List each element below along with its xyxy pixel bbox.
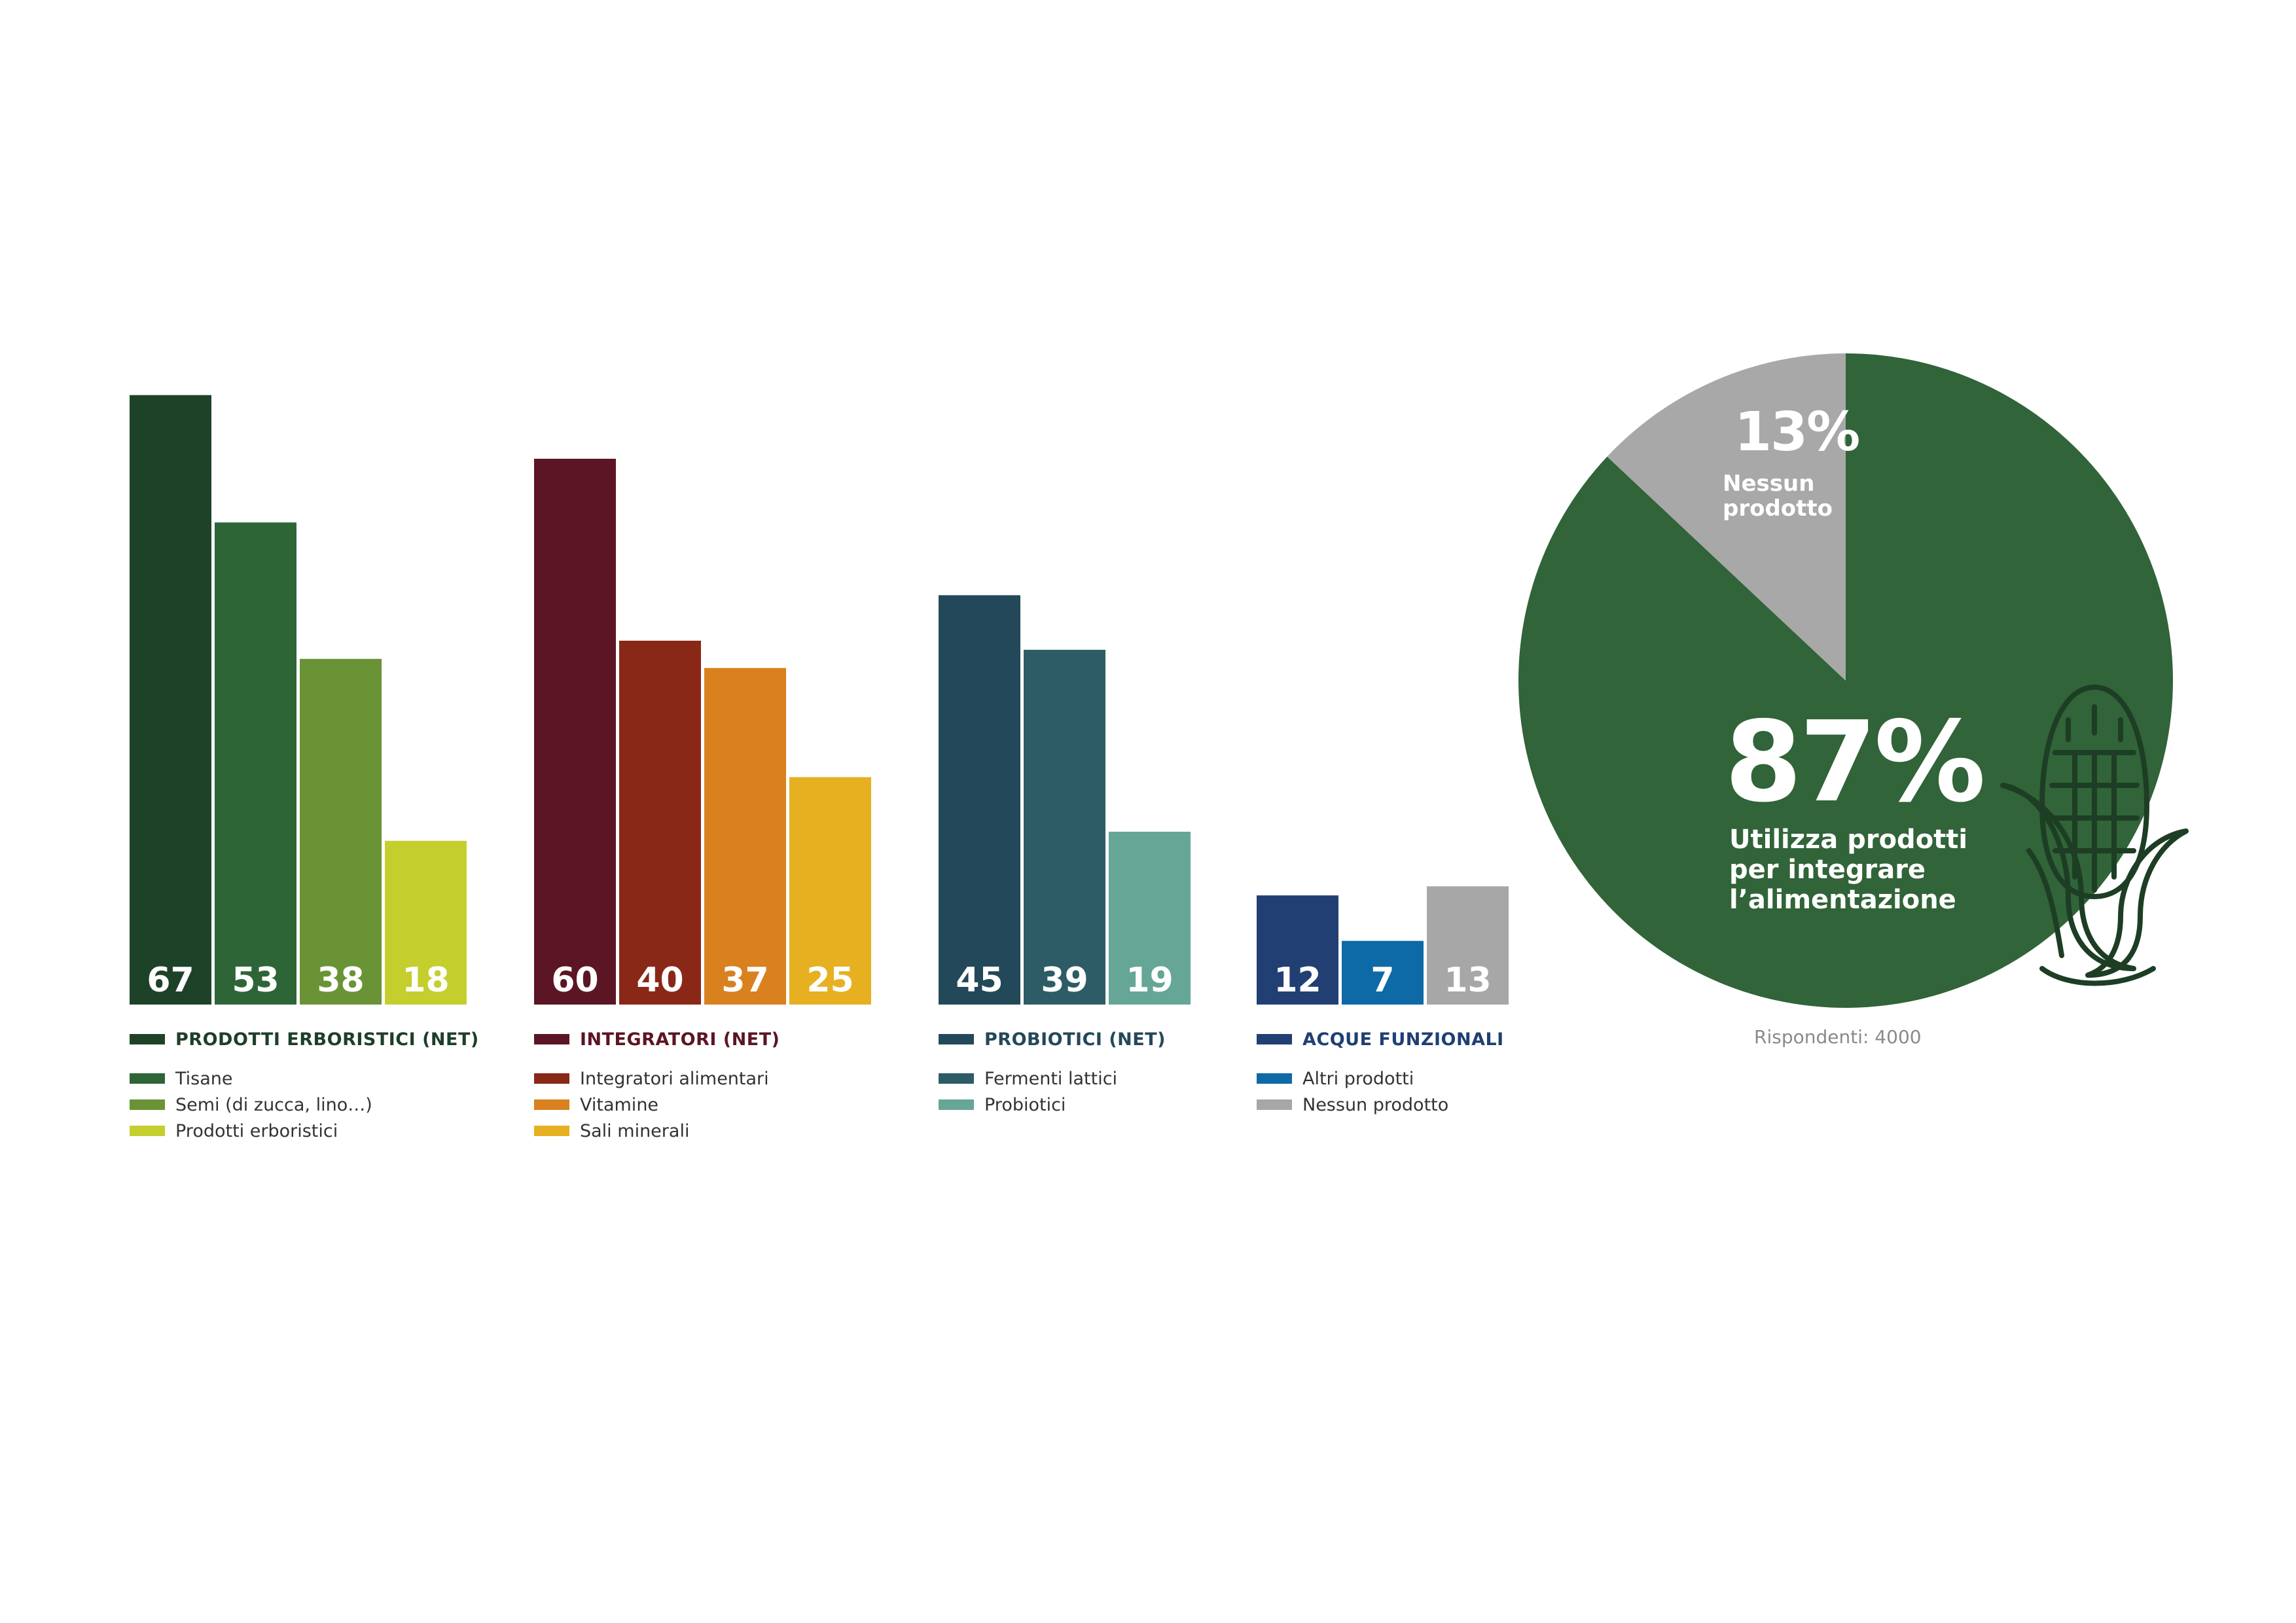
legend-swatch — [1257, 1099, 1292, 1110]
legend-heading: PROBIOTICI (NET) — [939, 1026, 1166, 1052]
bar-value-label: 13 — [1444, 961, 1491, 1000]
bar-value-label: 37 — [721, 961, 768, 1000]
legend-item: Semi (di zucca, lino…) — [130, 1092, 479, 1118]
bar-value-label: 60 — [551, 961, 598, 1000]
bar-value-label: 67 — [147, 961, 194, 1000]
bar — [1427, 886, 1509, 1005]
legend-group: ACQUE FUNZIONALI Altri prodotti Nessun pro… — [1257, 1026, 1504, 1118]
bar — [789, 777, 871, 1005]
legend-label: Altri prodotti — [1302, 1068, 1414, 1089]
legend-label: Semi (di zucca, lino…) — [175, 1094, 372, 1115]
legend-label: Nessun prodotto — [1302, 1094, 1449, 1115]
legend-swatch — [130, 1126, 165, 1136]
legend-group: INTEGRATORI (NET) Integratori alimentari V… — [534, 1026, 780, 1144]
bar — [1109, 831, 1191, 1005]
pie-slice — [1607, 353, 1846, 681]
legend-group: PRODOTTI ERBORISTICI (NET) Tisane Semi (di… — [130, 1026, 479, 1144]
legend-label: Fermenti lattici — [984, 1068, 1118, 1089]
bar — [1342, 940, 1424, 1005]
pie-major-percentage: 87% — [1725, 698, 1986, 827]
bar-value-label: 19 — [1126, 961, 1173, 1000]
legend-label: Probiotici — [984, 1094, 1066, 1115]
bar — [704, 668, 786, 1005]
bar — [385, 840, 467, 1005]
pie-minor-label: Nessun prodotto — [1723, 471, 1833, 522]
legend-group: PROBIOTICI (NET) Fermenti lattici Probioti… — [939, 1026, 1166, 1118]
bar — [130, 395, 211, 1005]
legend-heading: PRODOTTI ERBORISTICI (NET) — [130, 1026, 479, 1052]
bar-chart: 67 53 38 18 60 40 37 25 45 39 19 12 7 13 — [130, 395, 1509, 1005]
pie-major-label: Utilizza prodotti per integrare l’alimen… — [1729, 825, 1968, 915]
legend-item: Integratori alimentari — [534, 1065, 780, 1092]
bar-value-label: 38 — [317, 961, 364, 1000]
legend-swatch — [1257, 1073, 1292, 1084]
respondents-note: Rispondenti: 4000 — [1754, 1026, 1922, 1048]
pie-chart: 87% Utilizza prodotti per integrare l’al… — [1518, 353, 2179, 1014]
bar — [215, 522, 296, 1005]
legend-swatch — [534, 1034, 569, 1044]
legend-item: Probiotici — [939, 1092, 1166, 1118]
bar-value-label: 18 — [402, 961, 449, 1000]
legend-swatch — [939, 1073, 974, 1084]
legend-swatch — [130, 1034, 165, 1044]
legend-label: Integratori alimentari — [580, 1068, 769, 1089]
legend-label: Tisane — [175, 1068, 233, 1089]
bar-value-label: 7 — [1371, 961, 1394, 1000]
legend-swatch — [130, 1073, 165, 1084]
bar — [939, 595, 1020, 1005]
legend-swatch — [534, 1126, 569, 1136]
bar — [534, 459, 616, 1005]
legend-item: Tisane — [130, 1065, 479, 1092]
legend-swatch — [1257, 1034, 1292, 1044]
legend-item: Sali minerali — [534, 1118, 780, 1144]
bar-value-label: 39 — [1041, 961, 1088, 1000]
bar — [1024, 649, 1105, 1005]
legend-label: INTEGRATORI (NET) — [580, 1029, 780, 1050]
legend-swatch — [534, 1073, 569, 1084]
pie-minor-percentage: 13% — [1734, 401, 1860, 463]
bar-value-label: 25 — [806, 961, 853, 1000]
legend-label: ACQUE FUNZIONALI — [1302, 1029, 1504, 1050]
legend-heading: INTEGRATORI (NET) — [534, 1026, 780, 1052]
legend-item: Altri prodotti — [1257, 1065, 1504, 1092]
bar — [619, 641, 701, 1005]
legend-label: PROBIOTICI (NET) — [984, 1029, 1166, 1050]
legend-item: Vitamine — [534, 1092, 780, 1118]
legend-swatch — [534, 1099, 569, 1110]
legend-item: Fermenti lattici — [939, 1065, 1166, 1092]
legend-swatch — [939, 1034, 974, 1044]
bar — [1257, 895, 1338, 1005]
legend-swatch — [130, 1099, 165, 1110]
legend-label: PRODOTTI ERBORISTICI (NET) — [175, 1029, 479, 1050]
legend-label: Prodotti erboristici — [175, 1120, 338, 1141]
legend-item: Nessun prodotto — [1257, 1092, 1504, 1118]
legend-item: Prodotti erboristici — [130, 1118, 479, 1144]
legend-label: Vitamine — [580, 1094, 659, 1115]
bar-value-label: 53 — [232, 961, 279, 1000]
legend-label: Sali minerali — [580, 1120, 690, 1141]
bar-value-label: 40 — [636, 961, 683, 1000]
bar — [300, 658, 382, 1005]
bar-value-label: 12 — [1274, 961, 1321, 1000]
legend-heading: ACQUE FUNZIONALI — [1257, 1026, 1504, 1052]
bar-value-label: 45 — [956, 961, 1003, 1000]
corn-icon — [2000, 685, 2189, 986]
legend-swatch — [939, 1099, 974, 1110]
